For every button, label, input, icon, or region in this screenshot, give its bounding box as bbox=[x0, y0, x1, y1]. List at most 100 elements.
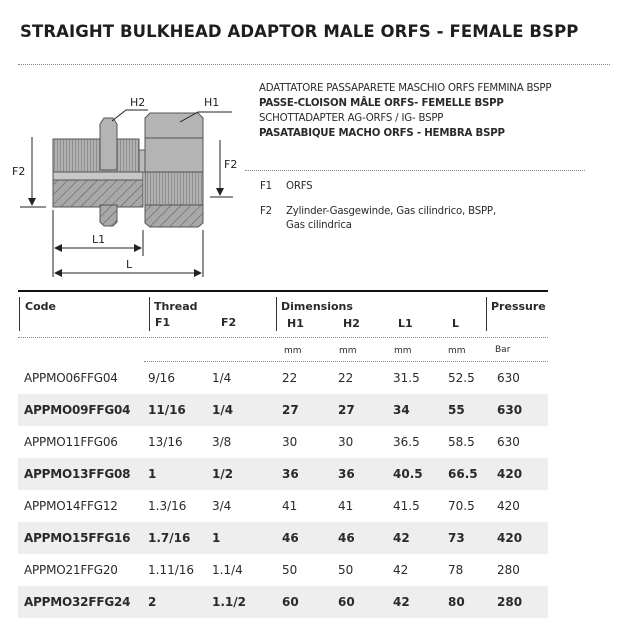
table-row: APPMO11FFG06 13/16 3/8 30 30 36.5 58.5 630 bbox=[18, 426, 548, 458]
cell-h1: 36 bbox=[282, 467, 299, 481]
cell-f1: 2 bbox=[148, 595, 157, 609]
cell-h2: 50 bbox=[338, 563, 354, 577]
cell-l: 55 bbox=[448, 403, 465, 417]
header-pressure: Pressure bbox=[491, 300, 546, 313]
cell-f2: 3/4 bbox=[212, 499, 232, 513]
label-f2-right: F2 bbox=[224, 158, 237, 171]
cell-h2: 41 bbox=[338, 499, 354, 513]
cell-code: APPMO15FFG16 bbox=[24, 531, 131, 545]
cell-pressure: 420 bbox=[497, 467, 523, 481]
cell-pressure: 280 bbox=[497, 563, 520, 577]
cell-h2: 27 bbox=[338, 403, 355, 417]
col-sep bbox=[149, 297, 150, 331]
header-h1: H1 bbox=[287, 317, 304, 330]
col-sep bbox=[276, 297, 277, 331]
col-sep bbox=[486, 297, 487, 331]
cell-code: APPMO09FFG04 bbox=[24, 403, 131, 417]
page-title: STRAIGHT BULKHEAD ADAPTOR MALE ORFS - FE… bbox=[20, 22, 579, 41]
legend-divider bbox=[245, 170, 585, 171]
label-h1: H1 bbox=[204, 96, 219, 109]
cell-h1: 46 bbox=[282, 531, 299, 545]
header-l: L bbox=[452, 317, 460, 330]
header-f2: F2 bbox=[221, 316, 237, 329]
cell-h1: 22 bbox=[282, 371, 298, 385]
cell-code: APPMO21FFG20 bbox=[24, 563, 118, 577]
cell-pressure: 280 bbox=[497, 595, 523, 609]
name-german: SCHOTTADAPTER AG-ORFS / IG- BSPP bbox=[259, 113, 444, 124]
cell-l: 73 bbox=[448, 531, 465, 545]
label-h2: H2 bbox=[130, 96, 145, 109]
cell-code: APPMO11FFG06 bbox=[24, 435, 118, 449]
unit-h2: mm bbox=[339, 346, 357, 356]
male-thread-body bbox=[52, 138, 146, 208]
cell-f2: 1/2 bbox=[212, 467, 234, 481]
legend-f2-text-cont: Gas cilindrica bbox=[286, 220, 352, 231]
header-l1: L1 bbox=[398, 317, 413, 330]
cell-l: 66.5 bbox=[448, 467, 478, 481]
cell-l: 80 bbox=[448, 595, 465, 609]
cell-pressure: 630 bbox=[497, 435, 520, 449]
unit-h1: mm bbox=[284, 346, 302, 356]
header-thread: Thread bbox=[154, 300, 198, 313]
dimension-lines bbox=[20, 109, 233, 277]
bulkhead-nut-h2 bbox=[99, 117, 118, 227]
unit-pressure: Bar bbox=[495, 345, 511, 355]
table-row: APPMO13FFG08 1 1/2 36 36 40.5 66.5 420 bbox=[18, 458, 548, 490]
cell-l: 78 bbox=[448, 563, 464, 577]
cell-f2: 1/4 bbox=[212, 371, 232, 385]
cell-h2: 22 bbox=[338, 371, 354, 385]
name-french: PASSE-CLOISON MÂLE ORFS- FEMELLE BSPP bbox=[259, 98, 504, 109]
table-row: APPMO06FFG04 9/16 1/4 22 22 31.5 52.5 630 bbox=[18, 362, 548, 394]
cell-f1: 13/16 bbox=[148, 435, 183, 449]
name-spanish: PASATABIQUE MACHO ORFS - HEMBRA BSPP bbox=[259, 128, 505, 139]
header-h2: H2 bbox=[343, 317, 360, 330]
cell-pressure: 630 bbox=[497, 403, 523, 417]
unit-l1: mm bbox=[394, 346, 412, 356]
cell-h2: 36 bbox=[338, 467, 355, 481]
cell-l1: 34 bbox=[393, 403, 410, 417]
cell-f1: 1.7/16 bbox=[148, 531, 191, 545]
cell-l: 70.5 bbox=[448, 499, 475, 513]
cell-pressure: 420 bbox=[497, 499, 520, 513]
cell-l: 58.5 bbox=[448, 435, 475, 449]
cell-pressure: 630 bbox=[497, 371, 520, 385]
header-code: Code bbox=[25, 300, 56, 313]
col-sep bbox=[19, 297, 20, 331]
cell-h2: 46 bbox=[338, 531, 355, 545]
table-row: APPMO14FFG12 1.3/16 3/4 41 41 41.5 70.5 420 bbox=[18, 490, 548, 522]
cell-l1: 42 bbox=[393, 531, 410, 545]
name-italian: ADATTATORE PASSAPARETE MASCHIO ORFS FEMM… bbox=[259, 83, 552, 94]
legend-f1-text: ORFS bbox=[286, 181, 313, 192]
cell-h2: 30 bbox=[338, 435, 354, 449]
title-divider bbox=[18, 64, 610, 65]
cell-h1: 30 bbox=[282, 435, 298, 449]
label-l1: L1 bbox=[92, 233, 105, 246]
cell-l1: 31.5 bbox=[393, 371, 420, 385]
cell-f2: 1 bbox=[212, 531, 221, 545]
table-row: APPMO09FFG04 11/16 1/4 27 27 34 55 630 bbox=[18, 394, 548, 426]
unit-l: mm bbox=[448, 346, 466, 356]
cell-l1: 40.5 bbox=[393, 467, 423, 481]
cell-f2: 1/4 bbox=[212, 403, 234, 417]
cell-code: APPMO32FFG24 bbox=[24, 595, 131, 609]
cell-f1: 11/16 bbox=[148, 403, 186, 417]
adaptor-diagram: H2 H1 F2 F2 L1 L bbox=[12, 96, 237, 277]
legend-f1-key: F1 bbox=[260, 181, 272, 192]
cell-h1: 50 bbox=[282, 563, 298, 577]
cell-l1: 42 bbox=[393, 563, 409, 577]
cell-f2: 1.1/2 bbox=[212, 595, 246, 609]
legend-f2-key: F2 bbox=[260, 206, 272, 217]
cell-code: APPMO06FFG04 bbox=[24, 371, 118, 385]
header-dimensions: Dimensions bbox=[281, 300, 353, 313]
cell-f1: 1.3/16 bbox=[148, 499, 187, 513]
cell-code: APPMO14FFG12 bbox=[24, 499, 118, 513]
cell-l1: 36.5 bbox=[393, 435, 420, 449]
cell-f2: 3/8 bbox=[212, 435, 232, 449]
header-f1: F1 bbox=[155, 316, 171, 329]
cell-h1: 60 bbox=[282, 595, 299, 609]
table-row: APPMO21FFG20 1.11/16 1.1/4 50 50 42 78 280 bbox=[18, 554, 548, 586]
cell-f1: 9/16 bbox=[148, 371, 175, 385]
units-divider bbox=[144, 361, 548, 362]
cell-h1: 27 bbox=[282, 403, 299, 417]
cell-l: 52.5 bbox=[448, 371, 475, 385]
